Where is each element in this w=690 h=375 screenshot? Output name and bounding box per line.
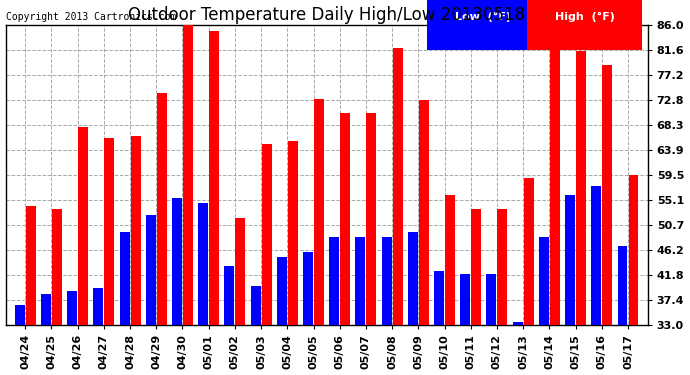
Bar: [209, 31, 219, 325]
Bar: [262, 144, 272, 325]
Bar: [104, 138, 115, 325]
Bar: [355, 237, 366, 325]
Bar: [460, 274, 470, 325]
Bar: [78, 127, 88, 325]
Bar: [67, 291, 77, 325]
Bar: [172, 198, 182, 325]
Bar: [157, 93, 167, 325]
Bar: [591, 186, 601, 325]
Bar: [524, 178, 533, 325]
Bar: [486, 274, 496, 325]
Bar: [629, 175, 638, 325]
Bar: [366, 113, 377, 325]
Text: Low  (°F): Low (°F): [455, 12, 511, 22]
Bar: [146, 215, 156, 325]
Bar: [602, 65, 612, 325]
Bar: [303, 252, 313, 325]
Title: Outdoor Temperature Daily High/Low 20130518: Outdoor Temperature Daily High/Low 20130…: [128, 6, 525, 24]
Bar: [198, 204, 208, 325]
Text: Copyright 2013 Cartronics.com: Copyright 2013 Cartronics.com: [6, 12, 176, 22]
Bar: [513, 322, 522, 325]
Bar: [550, 25, 560, 325]
Bar: [235, 217, 246, 325]
Bar: [408, 232, 418, 325]
Bar: [434, 272, 444, 325]
Bar: [26, 206, 36, 325]
Bar: [329, 237, 339, 325]
Text: High  (°F): High (°F): [555, 12, 614, 22]
Bar: [539, 237, 549, 325]
Bar: [288, 141, 298, 325]
Bar: [618, 246, 627, 325]
Bar: [41, 294, 51, 325]
Bar: [183, 25, 193, 325]
Bar: [382, 237, 392, 325]
Bar: [250, 285, 261, 325]
Bar: [119, 232, 130, 325]
Bar: [340, 113, 351, 325]
Bar: [565, 195, 575, 325]
Bar: [419, 100, 428, 325]
Bar: [576, 51, 586, 325]
Bar: [52, 209, 62, 325]
Bar: [93, 288, 104, 325]
Bar: [130, 135, 141, 325]
Bar: [14, 305, 25, 325]
Bar: [445, 195, 455, 325]
Bar: [497, 209, 507, 325]
Bar: [224, 266, 235, 325]
Bar: [314, 99, 324, 325]
Bar: [471, 209, 481, 325]
Bar: [277, 257, 287, 325]
Bar: [393, 48, 403, 325]
